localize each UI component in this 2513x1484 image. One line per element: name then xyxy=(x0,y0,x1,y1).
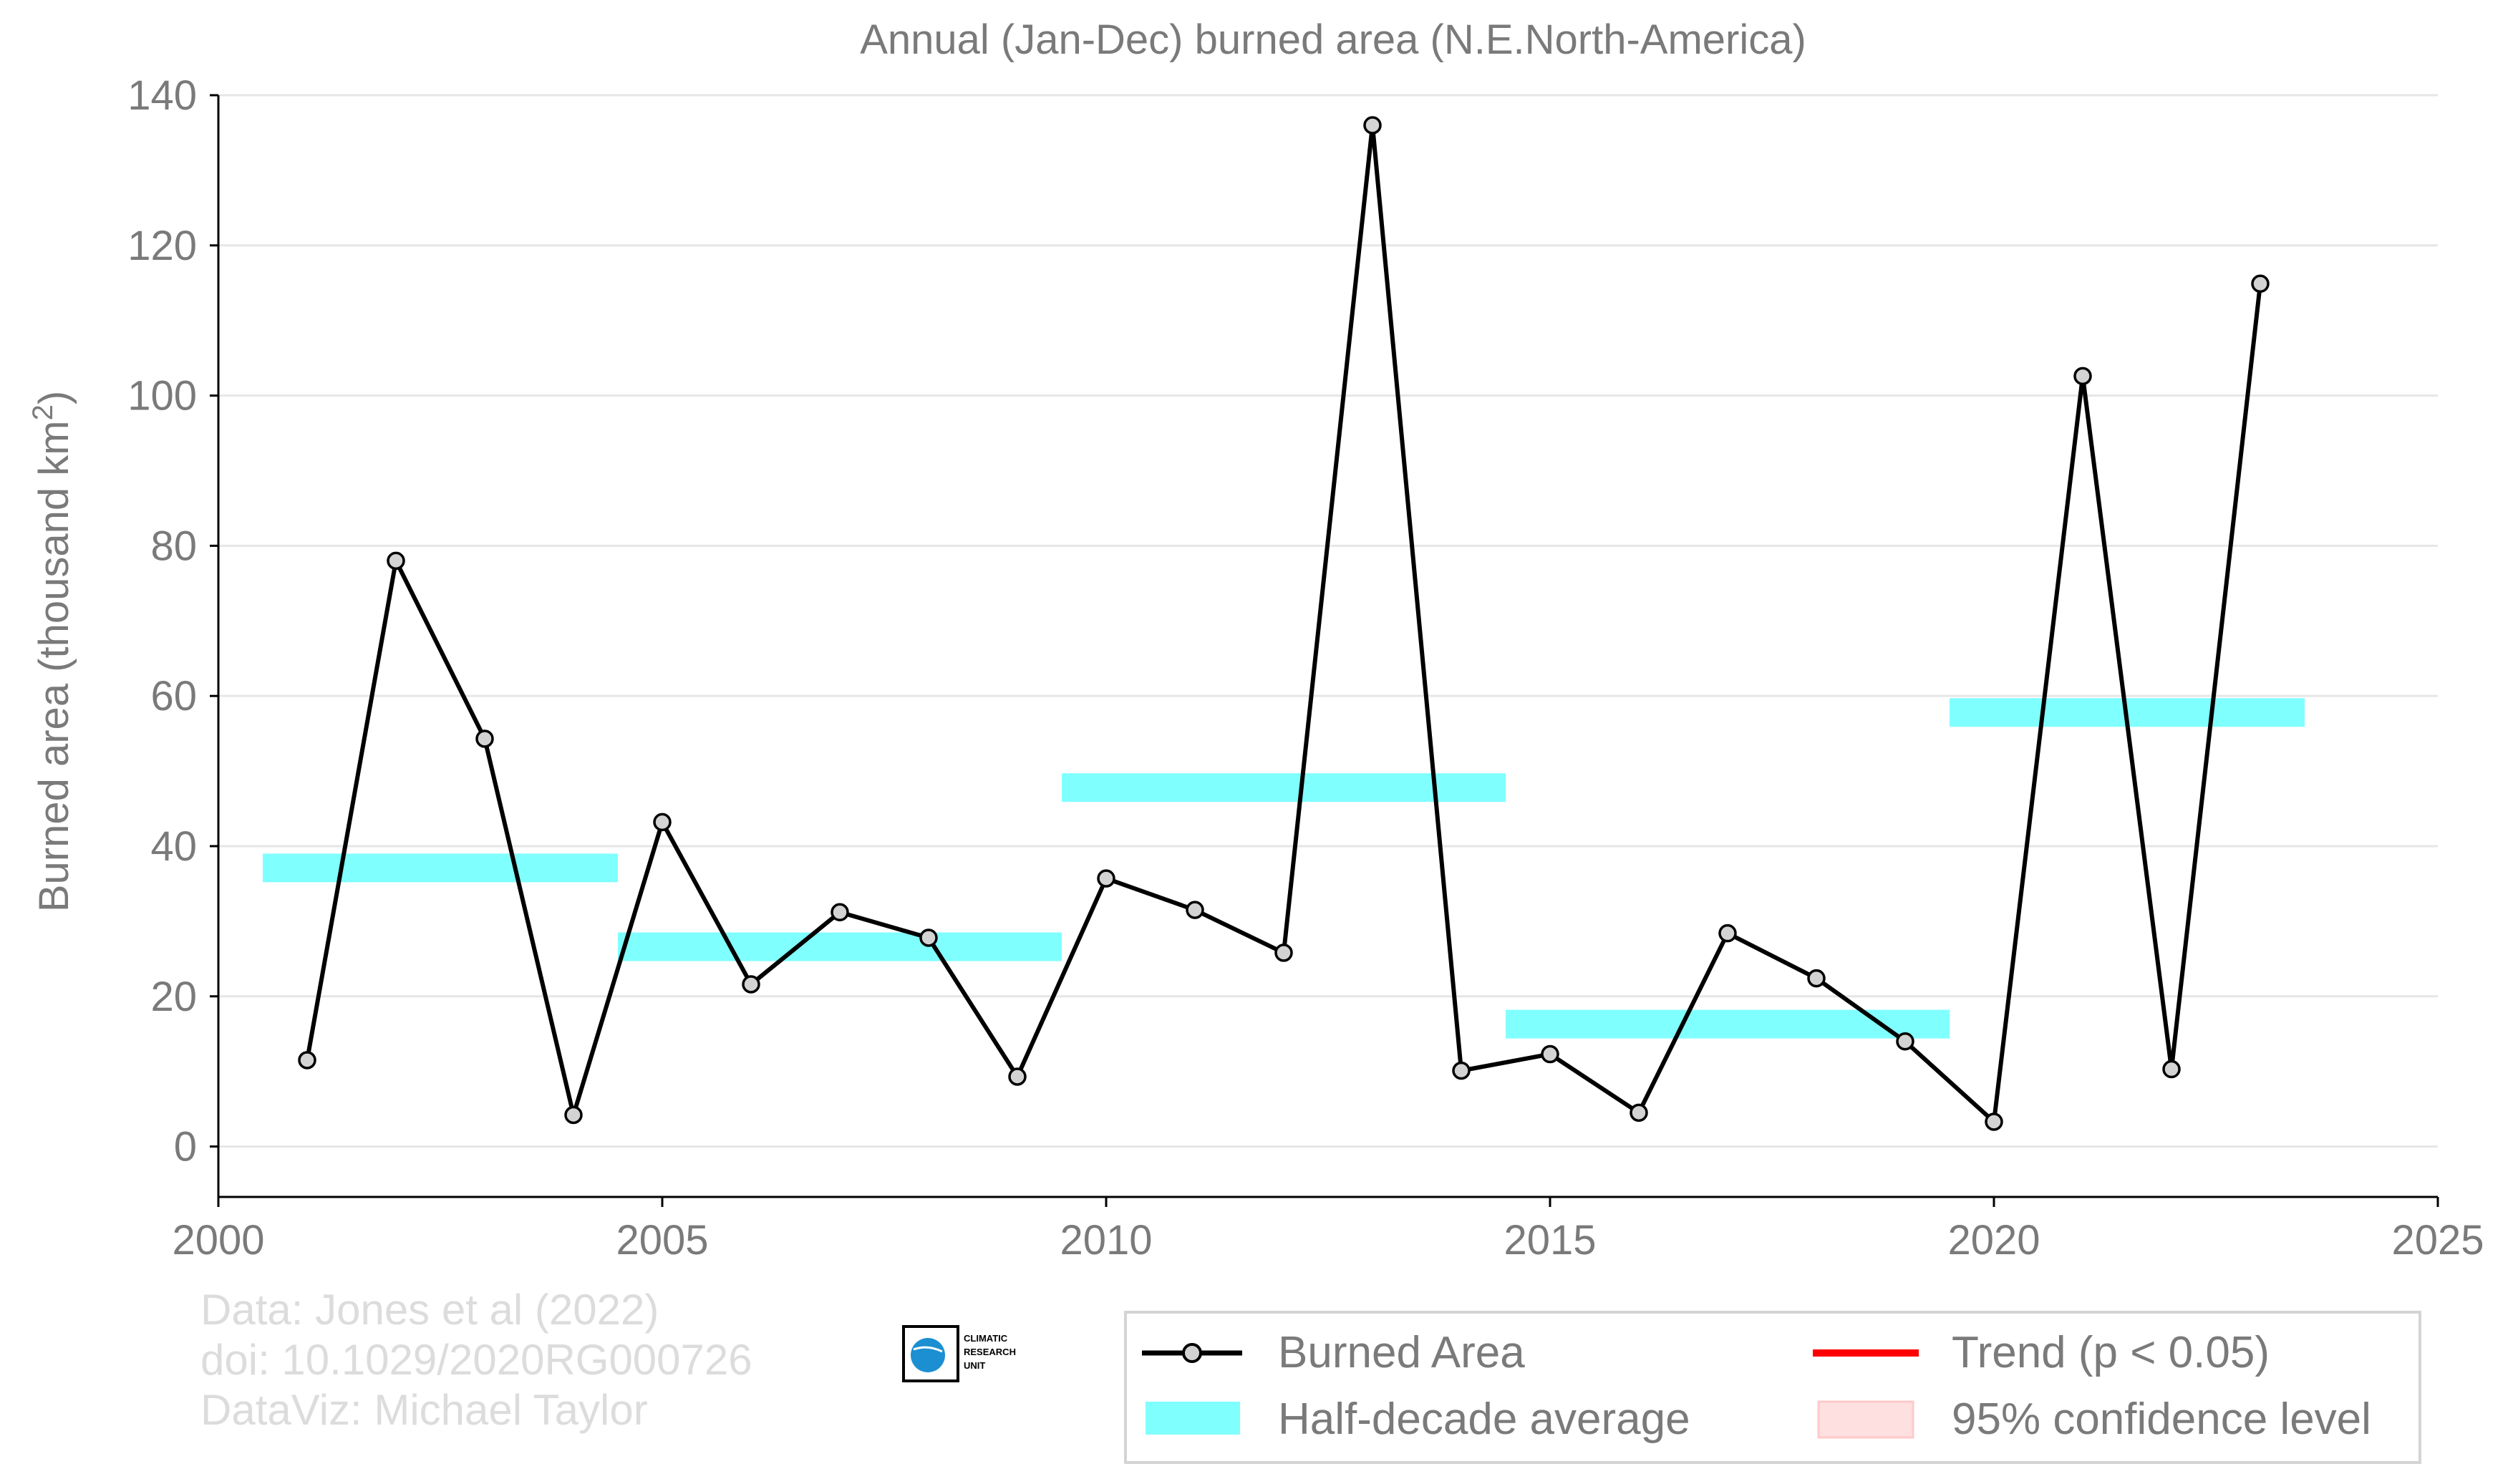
credits: Data: Jones et al (2022) doi: 10.1029/20… xyxy=(200,1286,752,1434)
burned-area-point xyxy=(298,1051,316,1070)
burned-area-point xyxy=(2251,274,2270,294)
axes: 0 20 40 60 80 100 120 140 2000 2005 2010 2015 2020 20… xyxy=(127,72,2484,1264)
burned-area-point xyxy=(475,729,494,748)
logo-text-climatic: CLIMATIC xyxy=(964,1333,1008,1344)
x-tick-label: 2010 xyxy=(1060,1217,1152,1264)
burned-area-point xyxy=(1718,923,1737,943)
legend-burned-area-marker xyxy=(1182,1343,1202,1363)
y-tick-label: 100 xyxy=(127,373,197,420)
burned-area-point xyxy=(1807,969,1826,988)
legend-half-decade-swatch xyxy=(1146,1402,1240,1435)
burned-area-point xyxy=(653,813,672,832)
half-decade-average-bar xyxy=(1506,1009,1950,1039)
burned-area-point xyxy=(1985,1112,2003,1131)
x-tick-label: 2015 xyxy=(1504,1217,1596,1264)
burned-area-point xyxy=(1630,1103,1648,1122)
burned-area-point xyxy=(564,1105,583,1125)
half-decade-average-bar xyxy=(1062,773,1506,802)
burned-area-point xyxy=(1541,1044,1559,1064)
y-axis-label-superscript: 2 xyxy=(27,404,59,420)
y-tick-label: 140 xyxy=(127,72,197,119)
credit-data-source: Data: Jones et al (2022) xyxy=(200,1286,659,1334)
y-tick-label: 20 xyxy=(150,974,197,1020)
y-tick-label: 60 xyxy=(150,673,197,719)
legend-label-burned-area: Burned Area xyxy=(1278,1328,1525,1377)
globe-meridian-icon xyxy=(913,1346,943,1353)
burned-area-series xyxy=(298,116,2270,1131)
legend: Burned Area Half-decade average Trend (p… xyxy=(1124,1311,2421,1464)
y-axis-label-text: Burned area (thousand km xyxy=(31,420,77,912)
burned-area-point xyxy=(919,928,938,947)
chart-title: Annual (Jan-Dec) burned area (N.E.North-… xyxy=(860,16,1806,63)
half-decade-average-bar xyxy=(263,853,618,883)
credit-dataviz: DataViz: Michael Taylor xyxy=(200,1386,648,1434)
x-tick-label: 2000 xyxy=(172,1217,264,1264)
burned-area-point xyxy=(1363,116,1382,135)
legend-label-half-decade: Half-decade average xyxy=(1278,1395,1690,1444)
legend-confidence-swatch xyxy=(1817,1400,1914,1439)
y-axis-label-suffix: ) xyxy=(31,391,77,404)
burned-area-point xyxy=(1274,944,1293,962)
burned-area-point xyxy=(1896,1032,1914,1051)
y-tick-label: 40 xyxy=(150,823,197,870)
globe-icon xyxy=(911,1338,945,1372)
burned-area-point xyxy=(831,903,849,922)
logo-text-unit: UNIT xyxy=(964,1360,985,1371)
x-tick-label: 2005 xyxy=(616,1217,708,1264)
legend-label-confidence: 95% confidence level xyxy=(1952,1395,2371,1444)
burned-area-point xyxy=(1186,901,1204,919)
legend-box xyxy=(1124,1311,2421,1464)
burned-area-point xyxy=(1452,1061,1471,1080)
half-decade-average-bar xyxy=(618,932,1062,961)
x-tick-label: 2020 xyxy=(1947,1217,2040,1264)
burned-area-point xyxy=(742,975,760,994)
cru-logo: CLIMATIC RESEARCH UNIT xyxy=(902,1325,1016,1382)
credit-doi: doi: 10.1029/2020RG000726 xyxy=(200,1336,752,1384)
burned-area-point xyxy=(1008,1067,1027,1086)
y-tick-label: 120 xyxy=(127,223,197,269)
y-tick-label: 0 xyxy=(174,1124,197,1170)
burned-area-point xyxy=(1097,869,1115,888)
burned-area-point xyxy=(387,551,405,571)
y-tick-label: 80 xyxy=(150,523,197,569)
burned-area-point xyxy=(2162,1059,2181,1079)
legend-label-trend: Trend (p < 0.05) xyxy=(1952,1328,2270,1377)
y-axis-label: Burned area (thousand km2) xyxy=(27,391,77,912)
x-tick-label: 2025 xyxy=(2391,1217,2484,1264)
burned-area-point xyxy=(2073,367,2092,386)
logo-text-research: RESEARCH xyxy=(964,1347,1016,1357)
